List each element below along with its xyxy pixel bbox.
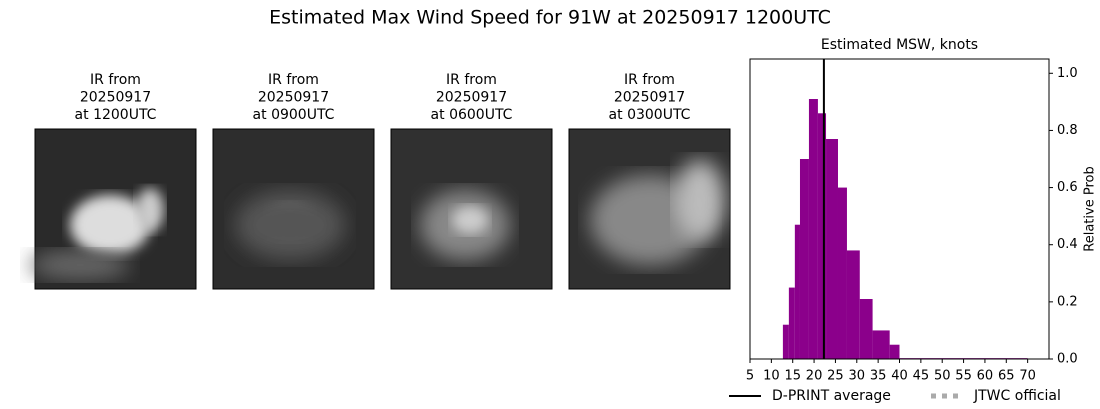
panel-title: at 1200UTC (75, 107, 157, 123)
bar (859, 299, 873, 359)
ir-panel (212, 128, 375, 290)
y-tick-label: 0.2 (1057, 294, 1078, 309)
x-tick-label: 25 (827, 369, 844, 384)
x-tick-label: 60 (977, 369, 994, 384)
panel-title: 20250917 (80, 90, 151, 106)
x-tick-label: 40 (891, 369, 908, 384)
legend-label: JTWC official (973, 388, 1061, 404)
y-tick-label: 1.0 (1057, 66, 1078, 81)
x-tick-label: 35 (870, 369, 887, 384)
x-tick-label: 30 (849, 369, 866, 384)
bar (846, 250, 860, 359)
x-tick-label: 5 (746, 369, 754, 384)
ir-panel (390, 128, 553, 290)
bar (826, 139, 838, 359)
panel-title: IR from (268, 72, 319, 88)
bar (872, 330, 890, 359)
panel-title: IR from (90, 72, 141, 88)
axis-title: Estimated MSW, knots (821, 37, 978, 53)
panel-title: IR from (624, 72, 675, 88)
panel-title: at 0300UTC (609, 107, 691, 123)
bar (788, 287, 795, 359)
bar (794, 224, 800, 359)
x-tick-label: 70 (1019, 369, 1036, 384)
legend-label: D-PRINT average (772, 388, 891, 404)
y-tick-label: 0.8 (1057, 123, 1078, 138)
panel-title: 20250917 (614, 90, 685, 106)
x-tick-label: 55 (955, 369, 972, 384)
panel-title: at 0900UTC (253, 107, 335, 123)
x-tick-label: 20 (806, 369, 823, 384)
y-tick-label: 0.4 (1057, 237, 1078, 252)
y-tick-label: 0.6 (1057, 180, 1078, 195)
bar (782, 324, 789, 359)
ir-panel (30, 128, 197, 290)
x-tick-label: 15 (784, 369, 801, 384)
figure-title: Estimated Max Wind Speed for 91W at 2025… (269, 7, 831, 29)
panel-title: 20250917 (436, 90, 507, 106)
bar (837, 187, 847, 359)
ir-panel (568, 128, 731, 290)
y-axis-label: Relative Prob (1083, 166, 1098, 251)
bar (808, 99, 818, 359)
panel-title: 20250917 (258, 90, 329, 106)
panel-title: at 0600UTC (431, 107, 513, 123)
bar (889, 344, 900, 359)
x-tick-label: 65 (998, 369, 1015, 384)
panel-title: IR from (446, 72, 497, 88)
x-tick-label: 10 (763, 369, 780, 384)
bar (799, 159, 809, 359)
bar (817, 113, 827, 360)
x-tick-label: 50 (934, 369, 951, 384)
y-tick-label: 0.0 (1057, 352, 1078, 367)
x-tick-label: 45 (913, 369, 930, 384)
